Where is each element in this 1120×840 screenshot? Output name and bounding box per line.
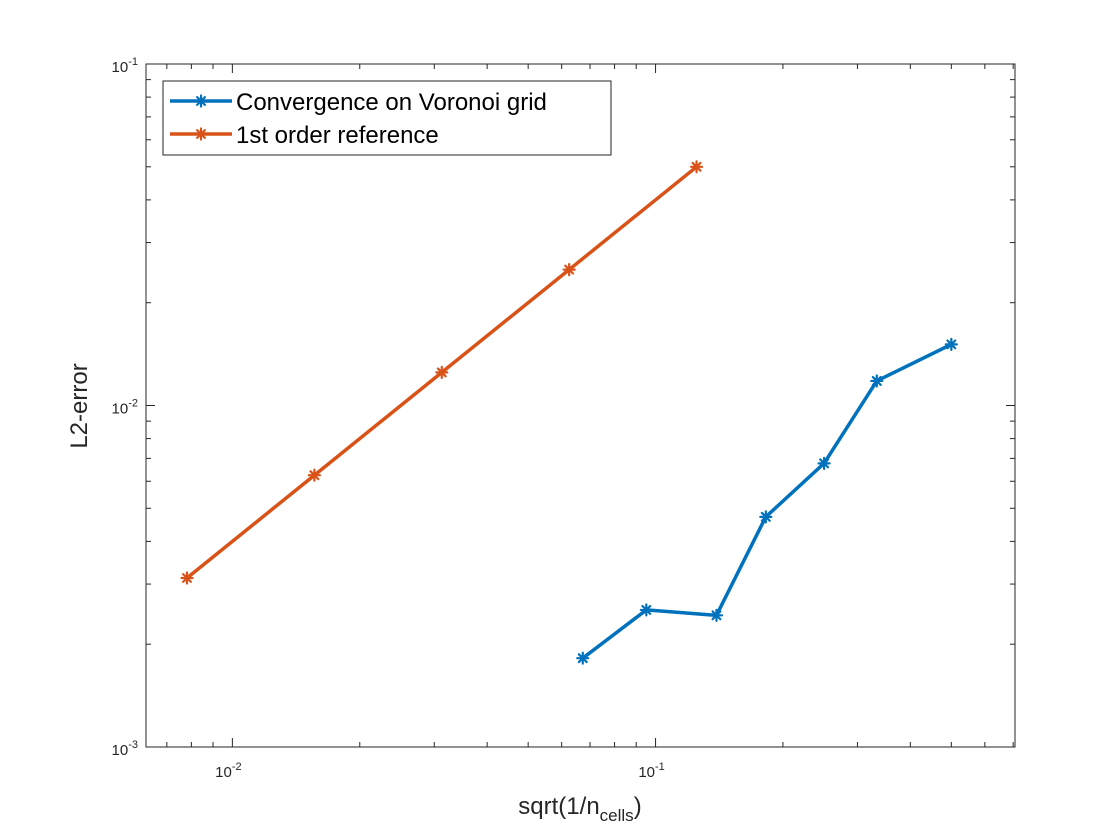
- x-tick-label: 10-2: [215, 761, 241, 781]
- x-tick-label: 10-1: [638, 761, 664, 781]
- series-2-point: [180, 571, 194, 585]
- series-1-point-stroke-4: [641, 604, 652, 615]
- axes-box: [145, 63, 1016, 748]
- legend-label-series-1: Convergence on Voronoi grid: [236, 89, 547, 116]
- y-tick-label: 10-3: [112, 739, 138, 759]
- series-1-point: [817, 456, 831, 470]
- series-2: [180, 160, 704, 585]
- series-1-point: [709, 608, 724, 622]
- series-1-point-stroke-4: [946, 339, 957, 350]
- y-axis-label: L2-error: [66, 363, 93, 448]
- series-2-point-stroke-4: [309, 470, 320, 481]
- plot-area: [146, 64, 1015, 747]
- series-1-point: [870, 374, 884, 388]
- plot-series: [180, 160, 958, 665]
- legend-label-series-2: 1st order reference: [236, 122, 439, 149]
- series-1-point-stroke-4: [871, 375, 882, 386]
- series-2-point: [689, 160, 704, 174]
- legend-marker-2-glyph-stroke-4: [196, 129, 206, 139]
- series-1-point-stroke-4: [577, 653, 588, 664]
- series-2-point-stroke-4: [436, 367, 447, 378]
- series-1-point: [576, 651, 590, 665]
- series-2-point: [307, 468, 321, 482]
- legend-marker-1-glyph-stroke-4: [196, 96, 206, 106]
- y-tick-label: 10-2: [112, 398, 138, 418]
- x-axis-label: sqrt(1/ncells): [518, 793, 641, 825]
- legend: Convergence on Voronoi grid 1st order re…: [162, 80, 612, 156]
- legend-marker-1-glyph: [194, 94, 208, 108]
- series-2-point-stroke-4: [564, 264, 575, 275]
- series-1-point: [944, 337, 958, 351]
- legend-marker-series-2: [194, 127, 208, 141]
- series-1-point: [759, 510, 773, 524]
- tick-labels: 10-2 10-1 10-3 10-2 10-1: [112, 56, 665, 781]
- series-2-point: [435, 365, 449, 380]
- series-1-point-stroke-4: [760, 511, 771, 522]
- legend-marker-series-1: [194, 94, 208, 108]
- legend-box: [162, 80, 612, 156]
- series-1-point: [639, 603, 653, 617]
- series-1: [576, 337, 958, 665]
- series-1-point-stroke-4: [711, 610, 722, 621]
- y-tick-label: 10-1: [112, 56, 138, 76]
- series-2-point: [562, 263, 576, 277]
- series-2-point-stroke-4: [182, 573, 192, 583]
- series-1-point-stroke-4: [819, 458, 830, 469]
- legend-marker-2-glyph: [194, 127, 208, 141]
- series-2-point-stroke-4: [691, 161, 702, 172]
